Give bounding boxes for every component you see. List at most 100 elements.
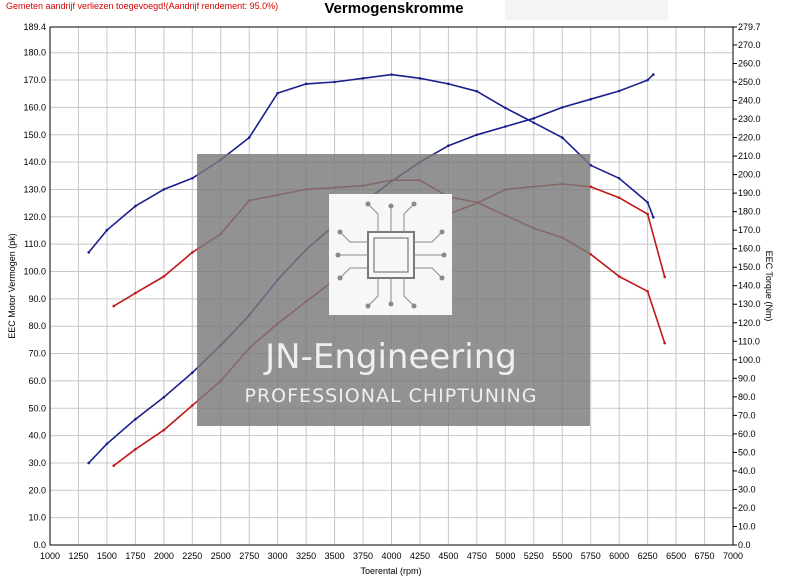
series-point-2 [447, 82, 450, 86]
right-tick-label: 160.0 [738, 244, 761, 254]
series-point-1 [532, 117, 536, 120]
left-tick-label: 130.0 [23, 184, 46, 194]
x-tick-label: 3750 [353, 551, 373, 561]
series-point-2 [560, 136, 564, 139]
series-point-2 [361, 76, 365, 80]
series-point-4 [589, 252, 593, 256]
right-tick-label: 270.0 [738, 40, 761, 50]
right-tick-label: 110.0 [738, 336, 760, 346]
drive-loss-note: Gemeten aandrijf verliezen toegevoegd!(A… [6, 1, 279, 11]
series-point-4 [190, 251, 194, 254]
series-point-1 [190, 371, 194, 374]
series-point-3 [617, 196, 621, 199]
x-tick-label: 1750 [125, 551, 145, 561]
left-tick-label: 50.0 [28, 403, 46, 413]
right-tick-label: 279.7 [738, 22, 761, 32]
left-tick-label: 10.0 [28, 513, 46, 523]
series-point-2 [646, 201, 649, 204]
x-tick-label: 5500 [552, 551, 572, 561]
x-tick-label: 3500 [325, 551, 345, 561]
right-tick-label: 180.0 [738, 207, 761, 217]
x-tick-label: 1000 [40, 551, 60, 561]
x-tick-label: 4750 [467, 551, 487, 561]
series-point-2 [390, 73, 393, 76]
left-tick-label: 20.0 [28, 485, 46, 495]
series-line-2 [88, 73, 655, 253]
left-tick-label: 170.0 [23, 75, 46, 85]
right-tick-label: 140.0 [738, 281, 761, 291]
right-axis-label: EEC Torque (Nm) [764, 251, 774, 322]
left-tick-label: 30.0 [28, 458, 46, 468]
watermark: JN-Engineering PROFESSIONAL CHIPTUNING [197, 154, 590, 426]
x-tick-label: 4250 [410, 551, 430, 561]
watermark-tagline: PROFESSIONAL CHIPTUNING [245, 385, 538, 407]
series-point-2 [134, 204, 137, 208]
x-axis-label: Toerental (rpm) [360, 566, 421, 576]
left-tick-label: 40.0 [28, 431, 46, 441]
right-axis-ticks: 0.0 10.0 20.0 30.0 40.0 50.0 60.0 70.0 80.0 90.0 1… [733, 22, 761, 550]
x-tick-label: 1500 [97, 551, 117, 561]
x-tick-label: 5750 [581, 551, 601, 561]
series-point-2 [504, 106, 507, 110]
right-tick-label: 30.0 [738, 484, 756, 494]
left-axis-ticks: 0.0 10.0 20.0 30.0 40.0 50.0 60.0 70.0 80.0 90.0 1… [23, 22, 46, 550]
right-tick-label: 240.0 [738, 96, 761, 106]
series-point-3 [134, 447, 137, 451]
x-tick-label: 7000 [723, 551, 743, 561]
left-tick-label: 60.0 [28, 376, 46, 386]
right-tick-label: 170.0 [738, 225, 761, 235]
series-point-3 [190, 404, 194, 407]
right-tick-label: 130.0 [738, 299, 761, 309]
left-tick-label: 160.0 [23, 102, 46, 112]
series-point-1 [87, 461, 91, 465]
right-tick-label: 190.0 [738, 188, 761, 198]
right-tick-label: 90.0 [738, 373, 756, 383]
title-box [505, 0, 668, 20]
series-point-4 [112, 304, 116, 308]
right-tick-label: 40.0 [738, 466, 756, 476]
left-tick-label: 100.0 [23, 267, 46, 277]
x-tick-label: 2250 [182, 551, 202, 561]
x-tick-label: 2750 [239, 551, 259, 561]
right-tick-label: 230.0 [738, 114, 761, 124]
series-point-1 [646, 78, 649, 82]
series-point-2 [190, 177, 194, 180]
x-tick-label: 6750 [695, 551, 715, 561]
x-tick-label: 5250 [524, 551, 544, 561]
left-tick-label: 150.0 [23, 130, 46, 140]
series-point-2 [333, 80, 336, 84]
chip-logo [329, 194, 452, 315]
series-point-2 [652, 215, 655, 219]
x-tick-label: 2000 [154, 551, 174, 561]
series-point-2 [276, 91, 279, 95]
x-tick-label: 4000 [381, 551, 401, 561]
right-tick-label: 100.0 [738, 355, 761, 365]
x-tick-label: 4500 [438, 551, 458, 561]
series-point-2 [247, 136, 251, 139]
series-point-1 [504, 125, 507, 128]
right-tick-label: 60.0 [738, 429, 756, 439]
left-tick-label: 120.0 [23, 212, 46, 222]
series-point-4 [617, 275, 621, 278]
series-point-1 [105, 442, 109, 446]
right-tick-label: 260.0 [738, 58, 761, 68]
left-tick-label: 180.0 [23, 48, 46, 58]
series-point-1 [652, 73, 655, 76]
x-tick-label: 1250 [68, 551, 88, 561]
series-point-1 [447, 144, 450, 147]
series-point-2 [162, 188, 166, 191]
right-tick-label: 20.0 [738, 503, 756, 513]
left-tick-label: 140.0 [23, 157, 46, 167]
chart-title-wrap: Vermogenskromme [0, 0, 788, 17]
series-point-4 [663, 341, 666, 345]
right-tick-label: 210.0 [738, 151, 761, 161]
series-point-4 [134, 291, 137, 295]
series-point-4 [162, 275, 166, 278]
x-tick-label: 3000 [268, 551, 288, 561]
x-tick-label: 6250 [638, 551, 658, 561]
series-point-1 [617, 89, 621, 93]
right-tick-label: 70.0 [738, 410, 756, 420]
x-tick-label: 3250 [296, 551, 316, 561]
right-tick-label: 80.0 [738, 392, 756, 402]
